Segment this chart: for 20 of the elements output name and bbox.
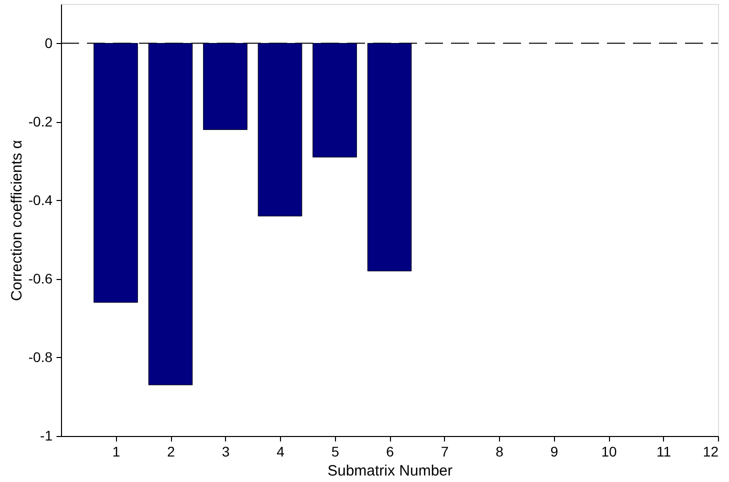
- x-tick-label: 6: [386, 444, 394, 460]
- x-axis-title: Submatrix Number: [327, 462, 453, 480]
- y-tick-label: -0.2: [28, 113, 53, 130]
- x-tick-label: 1: [112, 444, 120, 460]
- y-axis-title: Correction coefficients α: [8, 140, 26, 301]
- x-tick-label: 2: [167, 444, 176, 460]
- y-tick-label: 0: [44, 34, 53, 51]
- x-tick-label: 11: [656, 444, 672, 460]
- x-tick-label: 10: [601, 444, 617, 460]
- x-tick-label: 3: [222, 444, 230, 460]
- x-tick-label: 5: [331, 444, 340, 460]
- y-tick-label: -1: [40, 428, 53, 444]
- y-tick-label: -0.6: [28, 270, 53, 286]
- x-tick-label: 4: [276, 444, 285, 460]
- y-tick-label: -0.4: [28, 192, 53, 208]
- x-tick-label: 12: [702, 444, 719, 460]
- y-tick-label: -0.8: [28, 348, 53, 365]
- x-tick-label: 8: [496, 444, 504, 460]
- x-tick-label: 9: [550, 444, 558, 460]
- x-tick-label: 7: [440, 444, 449, 460]
